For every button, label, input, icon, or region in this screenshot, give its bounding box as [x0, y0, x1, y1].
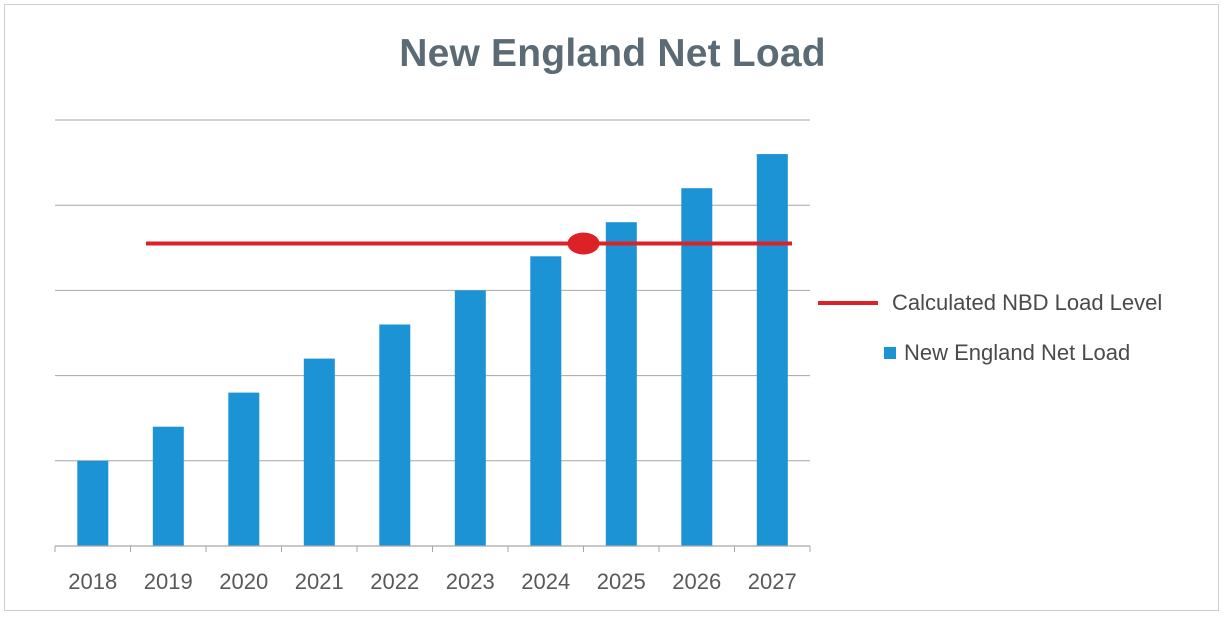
legend-bar-swatch — [884, 347, 896, 359]
legend-item-net-load: New England Net Load — [818, 340, 1130, 366]
x-tick-label-2019: 2019 — [144, 569, 193, 594]
legend-line-swatch — [818, 301, 878, 305]
bar-2027 — [756, 154, 788, 546]
legend-label-nbd-load-level: Calculated NBD Load Level — [892, 290, 1163, 315]
bar-2018 — [77, 460, 109, 546]
bar-2020 — [228, 392, 260, 546]
bar-2026 — [681, 188, 713, 546]
x-tick-label-2018: 2018 — [68, 569, 117, 594]
x-tick-label-2026: 2026 — [672, 569, 721, 594]
legend-item-nbd-load-level: Calculated NBD Load Level — [818, 290, 1162, 316]
bar-2023 — [454, 290, 486, 546]
crossover-marker — [567, 232, 600, 255]
nbd-line-layer — [146, 232, 792, 255]
x-tick-label-2021: 2021 — [295, 569, 344, 594]
x-tick-label-2027: 2027 — [748, 569, 797, 594]
bar-2022 — [379, 324, 411, 546]
x-tick-label-2025: 2025 — [597, 569, 646, 594]
x-tick-label-2023: 2023 — [446, 569, 495, 594]
bar-2025 — [605, 222, 637, 546]
x-axis: 2018 2019 2020 2021 2022 2023 2024 2025 2026 2027 — [54, 545, 811, 594]
chart-title: New England Net Load — [399, 32, 826, 75]
bar-2019 — [152, 426, 184, 546]
x-tick-label-2024: 2024 — [521, 569, 570, 594]
legend: Calculated NBD Load Level New England Ne… — [818, 288, 1218, 378]
legend-label-net-load: New England Net Load — [904, 340, 1131, 365]
x-tick-label-2020: 2020 — [219, 569, 268, 594]
bars — [77, 154, 788, 546]
bar-2021 — [303, 358, 335, 546]
bar-2024 — [530, 256, 562, 546]
x-tick-label-2022: 2022 — [370, 569, 419, 594]
